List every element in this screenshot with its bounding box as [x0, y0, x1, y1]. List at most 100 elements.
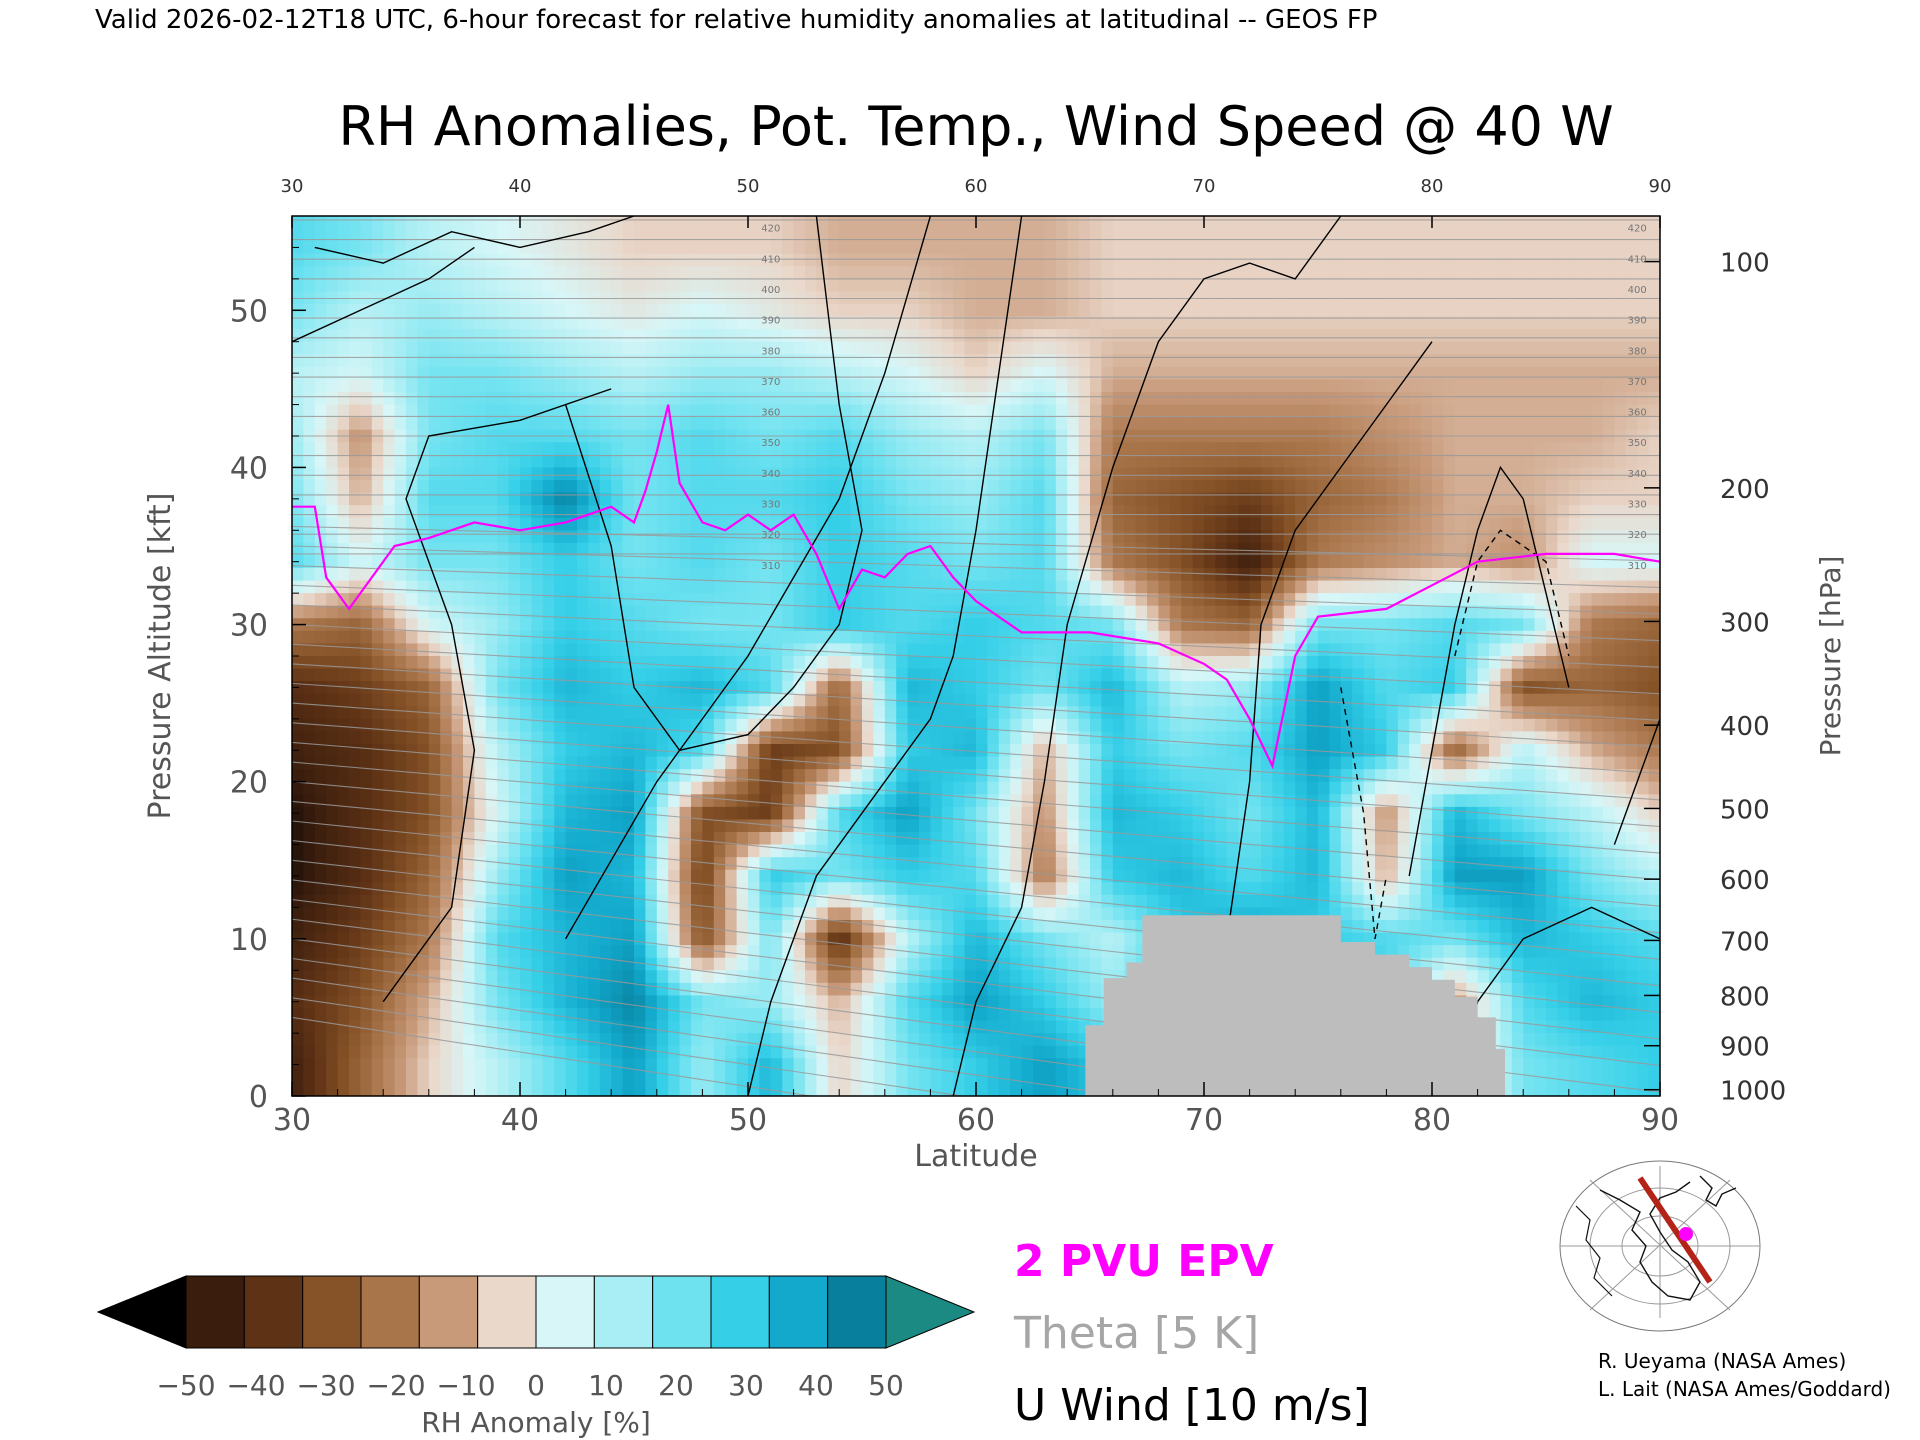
rh-cell	[292, 467, 304, 481]
rh-cell	[554, 253, 567, 267]
rh-cell	[748, 404, 760, 418]
rh-cell	[668, 480, 681, 494]
rh-cell	[440, 417, 453, 431]
rh-cell	[656, 392, 669, 406]
rh-cell	[394, 467, 407, 481]
rh-cell	[702, 480, 715, 494]
rh-cell	[577, 706, 589, 720]
rh-cell	[520, 266, 532, 280]
rh-cell	[326, 341, 339, 355]
rh-cell	[919, 630, 931, 645]
rh-cell	[1067, 643, 1080, 657]
rh-cell	[292, 605, 304, 619]
rh-cell	[1637, 718, 1650, 733]
rh-cell	[1192, 618, 1205, 632]
rh-cell	[1306, 329, 1319, 343]
rh-cell	[1181, 392, 1194, 406]
rh-cell	[736, 517, 749, 531]
rh-cell	[360, 668, 373, 682]
rh-cell	[1637, 392, 1650, 406]
rh-cell	[417, 366, 430, 381]
rh-cell	[1420, 241, 1433, 255]
rh-cell	[1226, 505, 1239, 519]
rh-cell	[896, 656, 909, 670]
rh-cell	[1010, 568, 1023, 582]
rh-cell	[1340, 304, 1353, 318]
rh-cell	[987, 530, 1000, 544]
rh-cell	[565, 278, 578, 293]
rh-cell	[337, 216, 350, 230]
rh-cell	[1192, 228, 1205, 242]
rh-cell	[611, 354, 624, 368]
rh-cell	[1124, 643, 1137, 657]
rh-cell	[542, 392, 555, 406]
rh-cell	[1443, 542, 1456, 557]
rh-cell	[1637, 630, 1650, 645]
rh-cell	[1523, 681, 1536, 695]
rh-cell	[1637, 329, 1650, 343]
rh-cell	[1169, 492, 1182, 506]
rh-cell	[1090, 454, 1102, 469]
rh-cell	[542, 542, 555, 557]
rh-cell	[1272, 329, 1285, 343]
rh-cell	[1078, 568, 1091, 582]
rh-cell	[770, 454, 783, 469]
rh-cell	[554, 341, 567, 355]
rh-cell	[907, 442, 920, 456]
rh-cell	[805, 568, 817, 582]
rh-cell	[1523, 454, 1536, 469]
rh-cell	[1238, 580, 1251, 594]
rh-cell	[782, 568, 795, 582]
rh-cell	[1500, 341, 1513, 355]
rh-cell	[1466, 354, 1479, 368]
rh-cell	[1192, 316, 1205, 330]
rh-cell	[1534, 216, 1547, 230]
rh-cell	[1090, 228, 1102, 242]
rh-cell	[816, 605, 829, 619]
rh-cell	[1078, 253, 1091, 267]
rh-cell	[1523, 630, 1536, 645]
rh-cell	[1500, 580, 1513, 594]
rh-cell	[360, 392, 373, 406]
rh-cell	[599, 266, 612, 280]
rh-cell	[554, 329, 567, 343]
rh-cell	[1306, 706, 1319, 720]
rh-cell	[1568, 417, 1581, 431]
rh-cell	[839, 404, 852, 418]
rh-cell	[474, 580, 487, 594]
rh-cell	[1215, 580, 1228, 594]
rh-cell	[1169, 718, 1182, 733]
rh-cell	[292, 656, 304, 670]
rh-cell	[850, 266, 863, 280]
rh-cell	[1432, 253, 1444, 267]
rh-cell	[497, 392, 510, 406]
rh-cell	[474, 366, 487, 381]
rh-cell	[1409, 480, 1422, 494]
rh-cell	[1591, 618, 1604, 632]
rh-cell	[736, 341, 749, 355]
rh-cell	[907, 681, 920, 695]
rh-cell	[1329, 605, 1342, 619]
rh-cell	[1055, 555, 1068, 569]
rh-cell	[953, 630, 966, 645]
rh-cell	[907, 392, 920, 406]
rh-cell	[1397, 442, 1410, 456]
rh-cell	[919, 668, 931, 682]
rh-cell	[1169, 593, 1182, 607]
rh-cell	[1603, 517, 1615, 531]
rh-cell	[611, 542, 624, 557]
rh-cell	[656, 517, 669, 531]
rh-cell	[1363, 316, 1376, 330]
rh-cell	[1489, 568, 1501, 582]
rh-cell	[1283, 681, 1296, 695]
rh-cell	[862, 693, 874, 707]
rh-cell	[1386, 618, 1399, 632]
rh-cell	[702, 731, 715, 745]
rh-cell	[622, 329, 635, 343]
rh-cell	[679, 693, 692, 707]
rh-cell	[907, 656, 920, 670]
rh-cell	[1078, 379, 1091, 393]
rh-cell	[702, 354, 715, 368]
rh-cell	[1352, 718, 1365, 733]
rh-cell	[1318, 656, 1330, 670]
